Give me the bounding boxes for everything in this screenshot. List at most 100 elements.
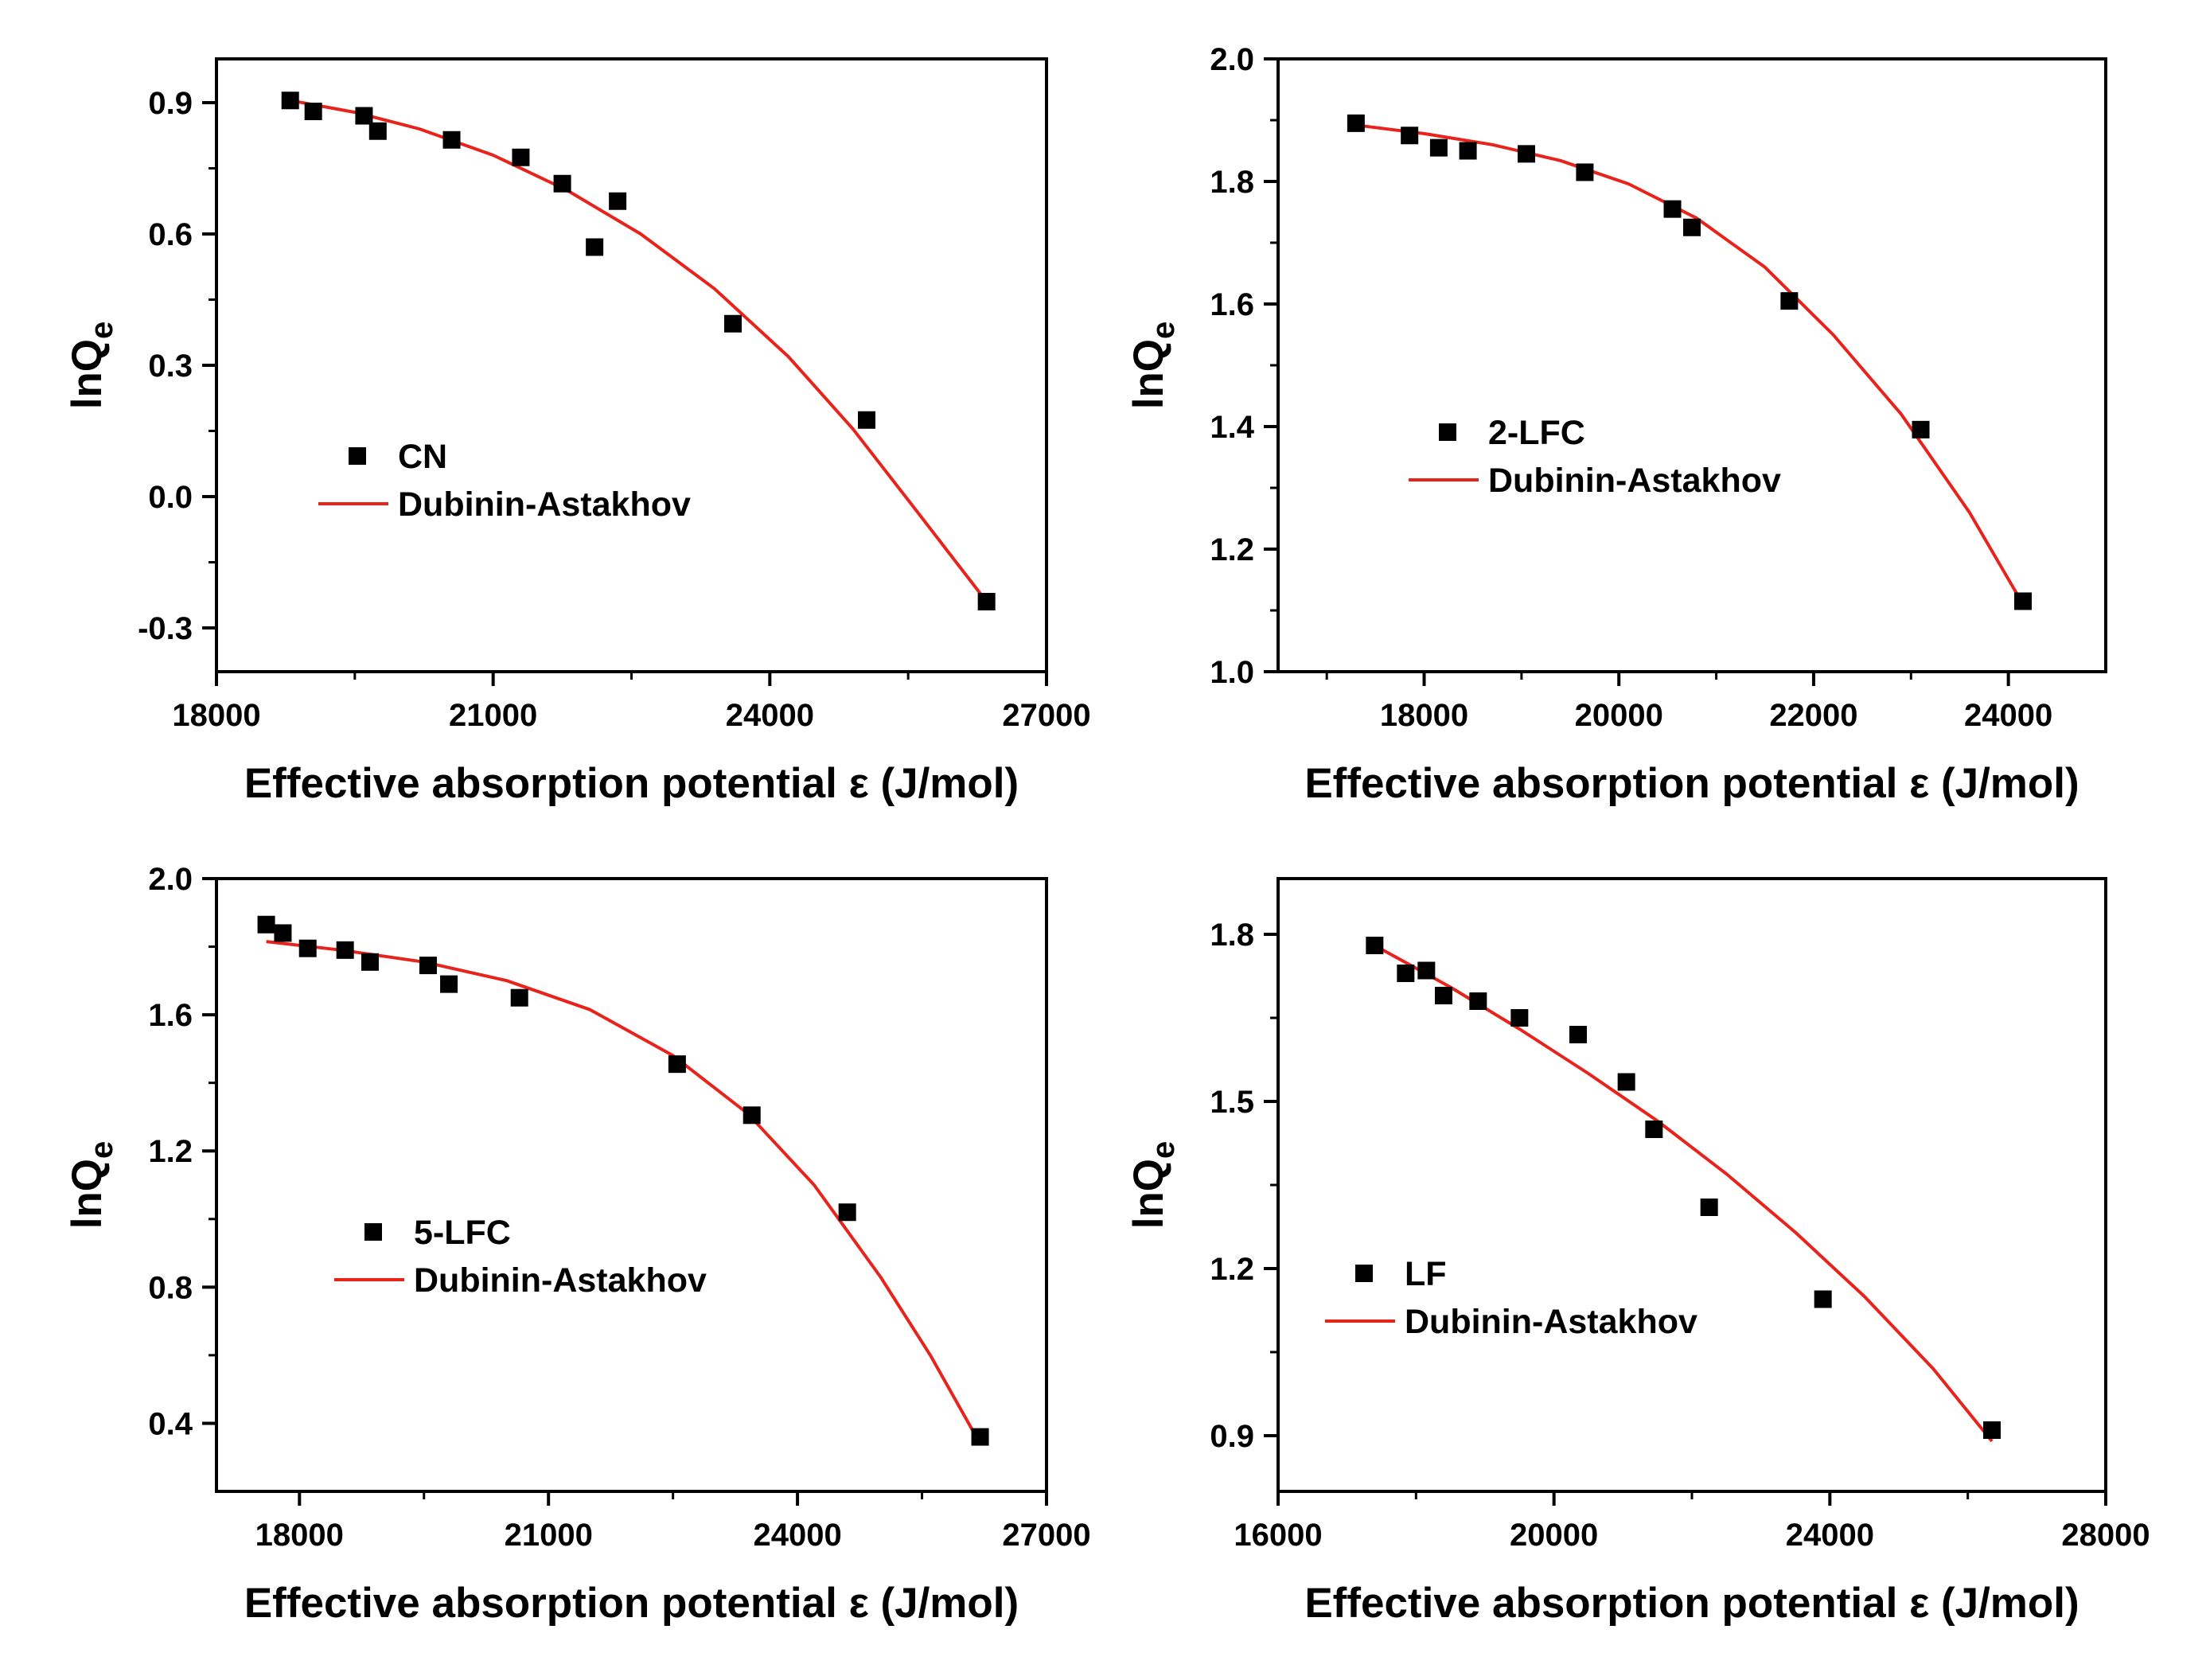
- chart-bottom-right-legend-label-points: LF: [1405, 1255, 1447, 1293]
- chart-bottom-right-fit-line: [1374, 944, 1994, 1443]
- chart-bottom-right-data-point: [1645, 1121, 1663, 1138]
- chart-bottom-left-x-tick-label: 21000: [505, 1518, 593, 1553]
- chart-top-left-y-axis-title-main: lnQ: [64, 339, 111, 409]
- chart-bottom-left-data-point: [440, 975, 458, 993]
- chart-bottom-left-data-point: [419, 957, 437, 975]
- chart-bottom-right-y-axis-title-subscript: e: [1146, 1141, 1181, 1159]
- chart-bottom-right-data-point: [1435, 987, 1452, 1004]
- chart-top-left-data-point: [553, 174, 571, 193]
- chart-bottom-left-y-tick-label: 1.6: [148, 998, 193, 1033]
- chart-top-left-fit-line: [290, 99, 988, 603]
- chart-top-left-y-tick-label: 0.3: [148, 349, 193, 384]
- chart-top-left-y-tick-label: 0.6: [148, 217, 193, 252]
- chart-top-left-y-tick-label: 0.0: [148, 480, 193, 515]
- chart-bottom-left-data-point: [257, 915, 275, 934]
- chart-top-left-data-point: [304, 103, 322, 120]
- chart-bottom-right-data-point: [1417, 961, 1436, 980]
- chart-top-right-legend-marker: [1439, 423, 1456, 441]
- chart-top-left-legend-label-points: CN: [398, 438, 447, 476]
- chart-top-right-data-point: [1663, 200, 1682, 218]
- chart-top-right-data-point: [1576, 163, 1594, 181]
- chart-top-left-x-tick-label: 24000: [726, 698, 814, 733]
- chart-bottom-right-x-tick-label: 28000: [2061, 1518, 2150, 1553]
- chart-bottom-right-data-point: [1814, 1290, 1832, 1308]
- chart-bottom-right-y-axis-title: lnQe: [1125, 1141, 1181, 1230]
- chart-top-right-data-point: [1429, 138, 1448, 157]
- chart-top-left-x-tick-label: 21000: [449, 698, 537, 733]
- chart-top-right-fit-line: [1355, 123, 2025, 606]
- chart-bottom-right-legend-label-fit: Dubinin-Astakhov: [1405, 1303, 1697, 1341]
- chart-top-right-frame: [1276, 57, 2107, 673]
- chart-top-right-x-tick-label: 24000: [1964, 698, 2052, 733]
- chart-bottom-left-y-axis-title-main: lnQ: [64, 1159, 111, 1229]
- chart-bottom-left-x-tick-label: 18000: [255, 1518, 344, 1553]
- chart-top-right-data-point: [1518, 145, 1535, 163]
- chart-bottom-left-data-point: [510, 988, 528, 1007]
- chart-top-left-data-point: [586, 238, 604, 256]
- chart-top-right-y-tick-label: 1.0: [1210, 655, 1254, 690]
- chart-top-left-y-axis-title-subscript: e: [84, 322, 119, 339]
- chart-top-left-data-point: [512, 148, 530, 166]
- chart-bottom-right-data-point: [1469, 992, 1487, 1010]
- chart-bottom-left-y-axis-title-subscript: e: [84, 1141, 119, 1159]
- chart-bottom-right-x-axis-title: Effective absorption potential ε (J/mol): [1304, 1580, 2079, 1627]
- chart-bottom-left-legend-label-fit: Dubinin-Astakhov: [414, 1261, 707, 1300]
- chart-top-right-data-point: [1683, 218, 1701, 236]
- chart-bottom-right-data-point: [1510, 1009, 1529, 1027]
- chart-top-right-data-point: [1347, 114, 1365, 132]
- chart-bottom-right: 16000 20000 24000 28000 0.9 1.2 1.5 1.8 Effectiv…: [1125, 877, 2150, 1627]
- chart-top-right-legend-label-points: 2-LFC: [1488, 414, 1585, 452]
- chart-bottom-right-data-point: [1569, 1026, 1587, 1043]
- chart-top-right-data-point: [1459, 142, 1477, 160]
- chart-bottom-left-legend: 5-LFC Dubinin-Astakhov: [334, 1214, 707, 1300]
- chart-top-left-data-point: [977, 593, 996, 610]
- chart-top-left-frame: [215, 57, 1048, 673]
- chart-top-right-y-tick-label: 1.8: [1210, 165, 1254, 200]
- chart-top-right-y-tick-label: 1.2: [1210, 532, 1254, 567]
- chart-top-left-data-point: [609, 192, 627, 210]
- chart-top-right-data-point: [1912, 420, 1930, 439]
- chart-top-left-legend-marker: [349, 447, 366, 465]
- chart-bottom-right-x-tick-label: 16000: [1234, 1518, 1322, 1553]
- chart-top-left-data-point: [368, 122, 387, 140]
- chart-top-right-x-tick-label: 18000: [1380, 698, 1468, 733]
- chart-top-right-x-tick-label: 22000: [1769, 698, 1857, 733]
- chart-top-right: 18000 20000 22000 24000 1.0 1.2 1.4 1.6 1.8 2.0 Ef…: [1125, 42, 2107, 807]
- chart-top-right-y-tick-label: 2.0: [1210, 42, 1254, 77]
- chart-bottom-left-data-point: [971, 1428, 989, 1446]
- chart-bottom-right-y-tick-label: 1.2: [1210, 1252, 1254, 1287]
- chart-bottom-right-legend-marker: [1355, 1265, 1373, 1282]
- chart-top-left-y-tick-label: 0.9: [148, 86, 193, 121]
- chart-top-right-y-axis-title: lnQe: [1125, 322, 1181, 410]
- chart-top-left-legend-label-fit: Dubinin-Astakhov: [398, 485, 691, 524]
- chart-top-right-legend: 2-LFC Dubinin-Astakhov: [1409, 414, 1781, 500]
- chart-bottom-left-frame: [215, 877, 1048, 1493]
- chart-bottom-left-data-point: [361, 953, 379, 971]
- chart-bottom-left-data-point: [668, 1055, 686, 1074]
- chart-top-left-x-tick-label: 18000: [172, 698, 260, 733]
- chart-bottom-left-y-tick-label: 0.8: [148, 1270, 193, 1305]
- chart-bottom-left-legend-label-points: 5-LFC: [414, 1214, 511, 1252]
- chart-top-left-data-point: [281, 92, 299, 110]
- chart-top-right-data-point: [2014, 592, 2032, 610]
- chart-bottom-left-x-axis-title: Effective absorption potential ε (J/mol): [244, 1580, 1019, 1627]
- chart-top-right-y-tick-label: 1.6: [1210, 287, 1254, 322]
- chart-top-left: 18000 21000 24000 27000 -0.3 0.0 0.3 0.6 0.9 Effe…: [64, 57, 1091, 807]
- chart-bottom-right-data-point: [1983, 1421, 2001, 1439]
- chart-top-left-legend: CN Dubinin-Astakhov: [318, 438, 691, 524]
- chart-bottom-right-legend: LF Dubinin-Astakhov: [1325, 1255, 1697, 1341]
- chart-top-left-data-point: [442, 131, 461, 149]
- chart-bottom-right-data-point: [1366, 937, 1384, 954]
- chart-bottom-left-fit-line: [266, 940, 982, 1445]
- chart-bottom-right-y-axis-title-main: lnQ: [1125, 1159, 1172, 1229]
- chart-bottom-left-y-tick-label: 1.2: [148, 1134, 193, 1169]
- chart-top-left-y-axis-title: lnQe: [64, 322, 119, 410]
- chart-top-left-x-tick-label: 27000: [1002, 698, 1090, 733]
- chart-bottom-left-y-axis-title: lnQe: [64, 1141, 119, 1230]
- chart-bottom-left-x-tick-label: 27000: [1002, 1518, 1090, 1553]
- chart-bottom-left-data-point: [336, 941, 354, 959]
- chart-top-right-x-tick-label: 20000: [1575, 698, 1663, 733]
- chart-bottom-left-data-point: [743, 1106, 761, 1125]
- chart-bottom-right-data-point: [1617, 1073, 1635, 1091]
